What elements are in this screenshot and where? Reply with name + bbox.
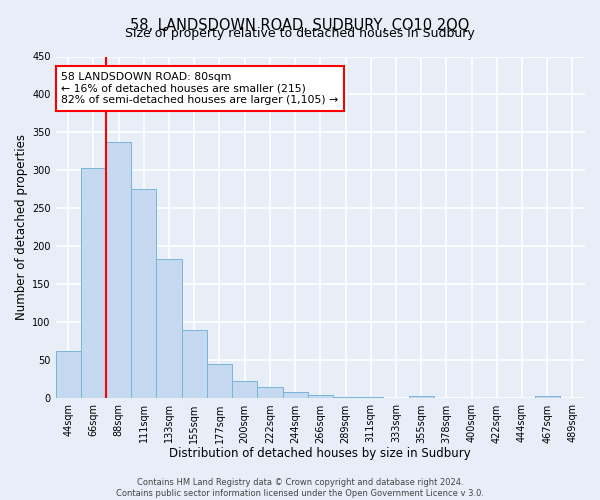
Bar — [81, 168, 106, 398]
Bar — [283, 392, 308, 398]
Text: Size of property relative to detached houses in Sudbury: Size of property relative to detached ho… — [125, 28, 475, 40]
Bar — [358, 397, 383, 398]
Bar — [182, 330, 207, 398]
Bar — [56, 352, 81, 399]
Y-axis label: Number of detached properties: Number of detached properties — [15, 134, 28, 320]
Bar — [207, 364, 232, 398]
Text: 58 LANDSDOWN ROAD: 80sqm
← 16% of detached houses are smaller (215)
82% of semi-: 58 LANDSDOWN ROAD: 80sqm ← 16% of detach… — [61, 72, 338, 105]
Bar — [157, 260, 182, 398]
Text: Contains HM Land Registry data © Crown copyright and database right 2024.
Contai: Contains HM Land Registry data © Crown c… — [116, 478, 484, 498]
Bar — [232, 381, 257, 398]
Bar — [308, 396, 333, 398]
Bar — [131, 190, 157, 398]
Bar — [535, 396, 560, 398]
X-axis label: Distribution of detached houses by size in Sudbury: Distribution of detached houses by size … — [169, 447, 471, 460]
Bar — [333, 397, 358, 398]
Text: 58, LANDSDOWN ROAD, SUDBURY, CO10 2QQ: 58, LANDSDOWN ROAD, SUDBURY, CO10 2QQ — [130, 18, 470, 32]
Bar — [106, 142, 131, 398]
Bar — [409, 396, 434, 398]
Bar — [257, 387, 283, 398]
